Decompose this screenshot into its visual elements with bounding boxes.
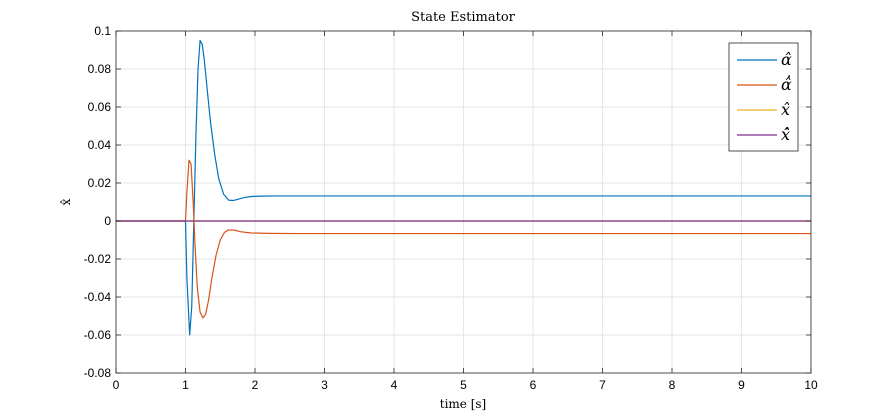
x-tick-label: 1 (182, 378, 189, 392)
y-tick-label: -0.04 (84, 290, 112, 304)
x-tick-label: 6 (530, 378, 537, 392)
y-tick-label: 0.08 (88, 62, 112, 76)
y-tick-label: 0.1 (94, 24, 111, 38)
x-tick-label: 4 (391, 378, 398, 392)
legend-label-2: α̂̇ (781, 74, 792, 94)
series-line-1 (116, 39, 811, 336)
x-tick-label: 8 (669, 378, 676, 392)
x-tick-label: 9 (738, 378, 745, 392)
x-tick-label: 0 (113, 378, 120, 392)
y-tick-label: 0.04 (88, 138, 112, 152)
y-tick-label: 0 (104, 214, 111, 228)
x-tick-label: 2 (252, 378, 259, 392)
x-tick-label: 10 (804, 378, 818, 392)
y-tick-label: -0.06 (84, 328, 112, 342)
y-tick-label: -0.08 (84, 366, 112, 380)
y-tick-label: 0.02 (88, 176, 112, 190)
x-tick-label: 7 (599, 378, 606, 392)
series-line-2 (116, 159, 811, 319)
y-tick-label: -0.02 (84, 252, 112, 266)
ticks: 0 1 2 3 4 5 6 7 8 9 10 -0.08 -0.06 -0.04 -0.02 0 0.02 0.0… (84, 24, 818, 392)
chart-title: State Estimator (411, 10, 516, 25)
x-tick-label: 3 (321, 378, 328, 392)
legend-box (728, 42, 799, 152)
legend-label-3: x̂ (781, 100, 790, 119)
y-axis-label: x̂ (59, 198, 73, 205)
legend: α̂ α̂̇ x̂ x̂̇ (728, 42, 799, 152)
x-tick-label: 5 (460, 378, 467, 392)
series-layer (116, 39, 811, 336)
x-axis-label: time [s] (440, 397, 486, 411)
legend-label-1: α̂ (781, 50, 792, 69)
y-tick-label: 0.06 (88, 100, 112, 114)
legend-label-4: x̂̇ (781, 125, 790, 144)
